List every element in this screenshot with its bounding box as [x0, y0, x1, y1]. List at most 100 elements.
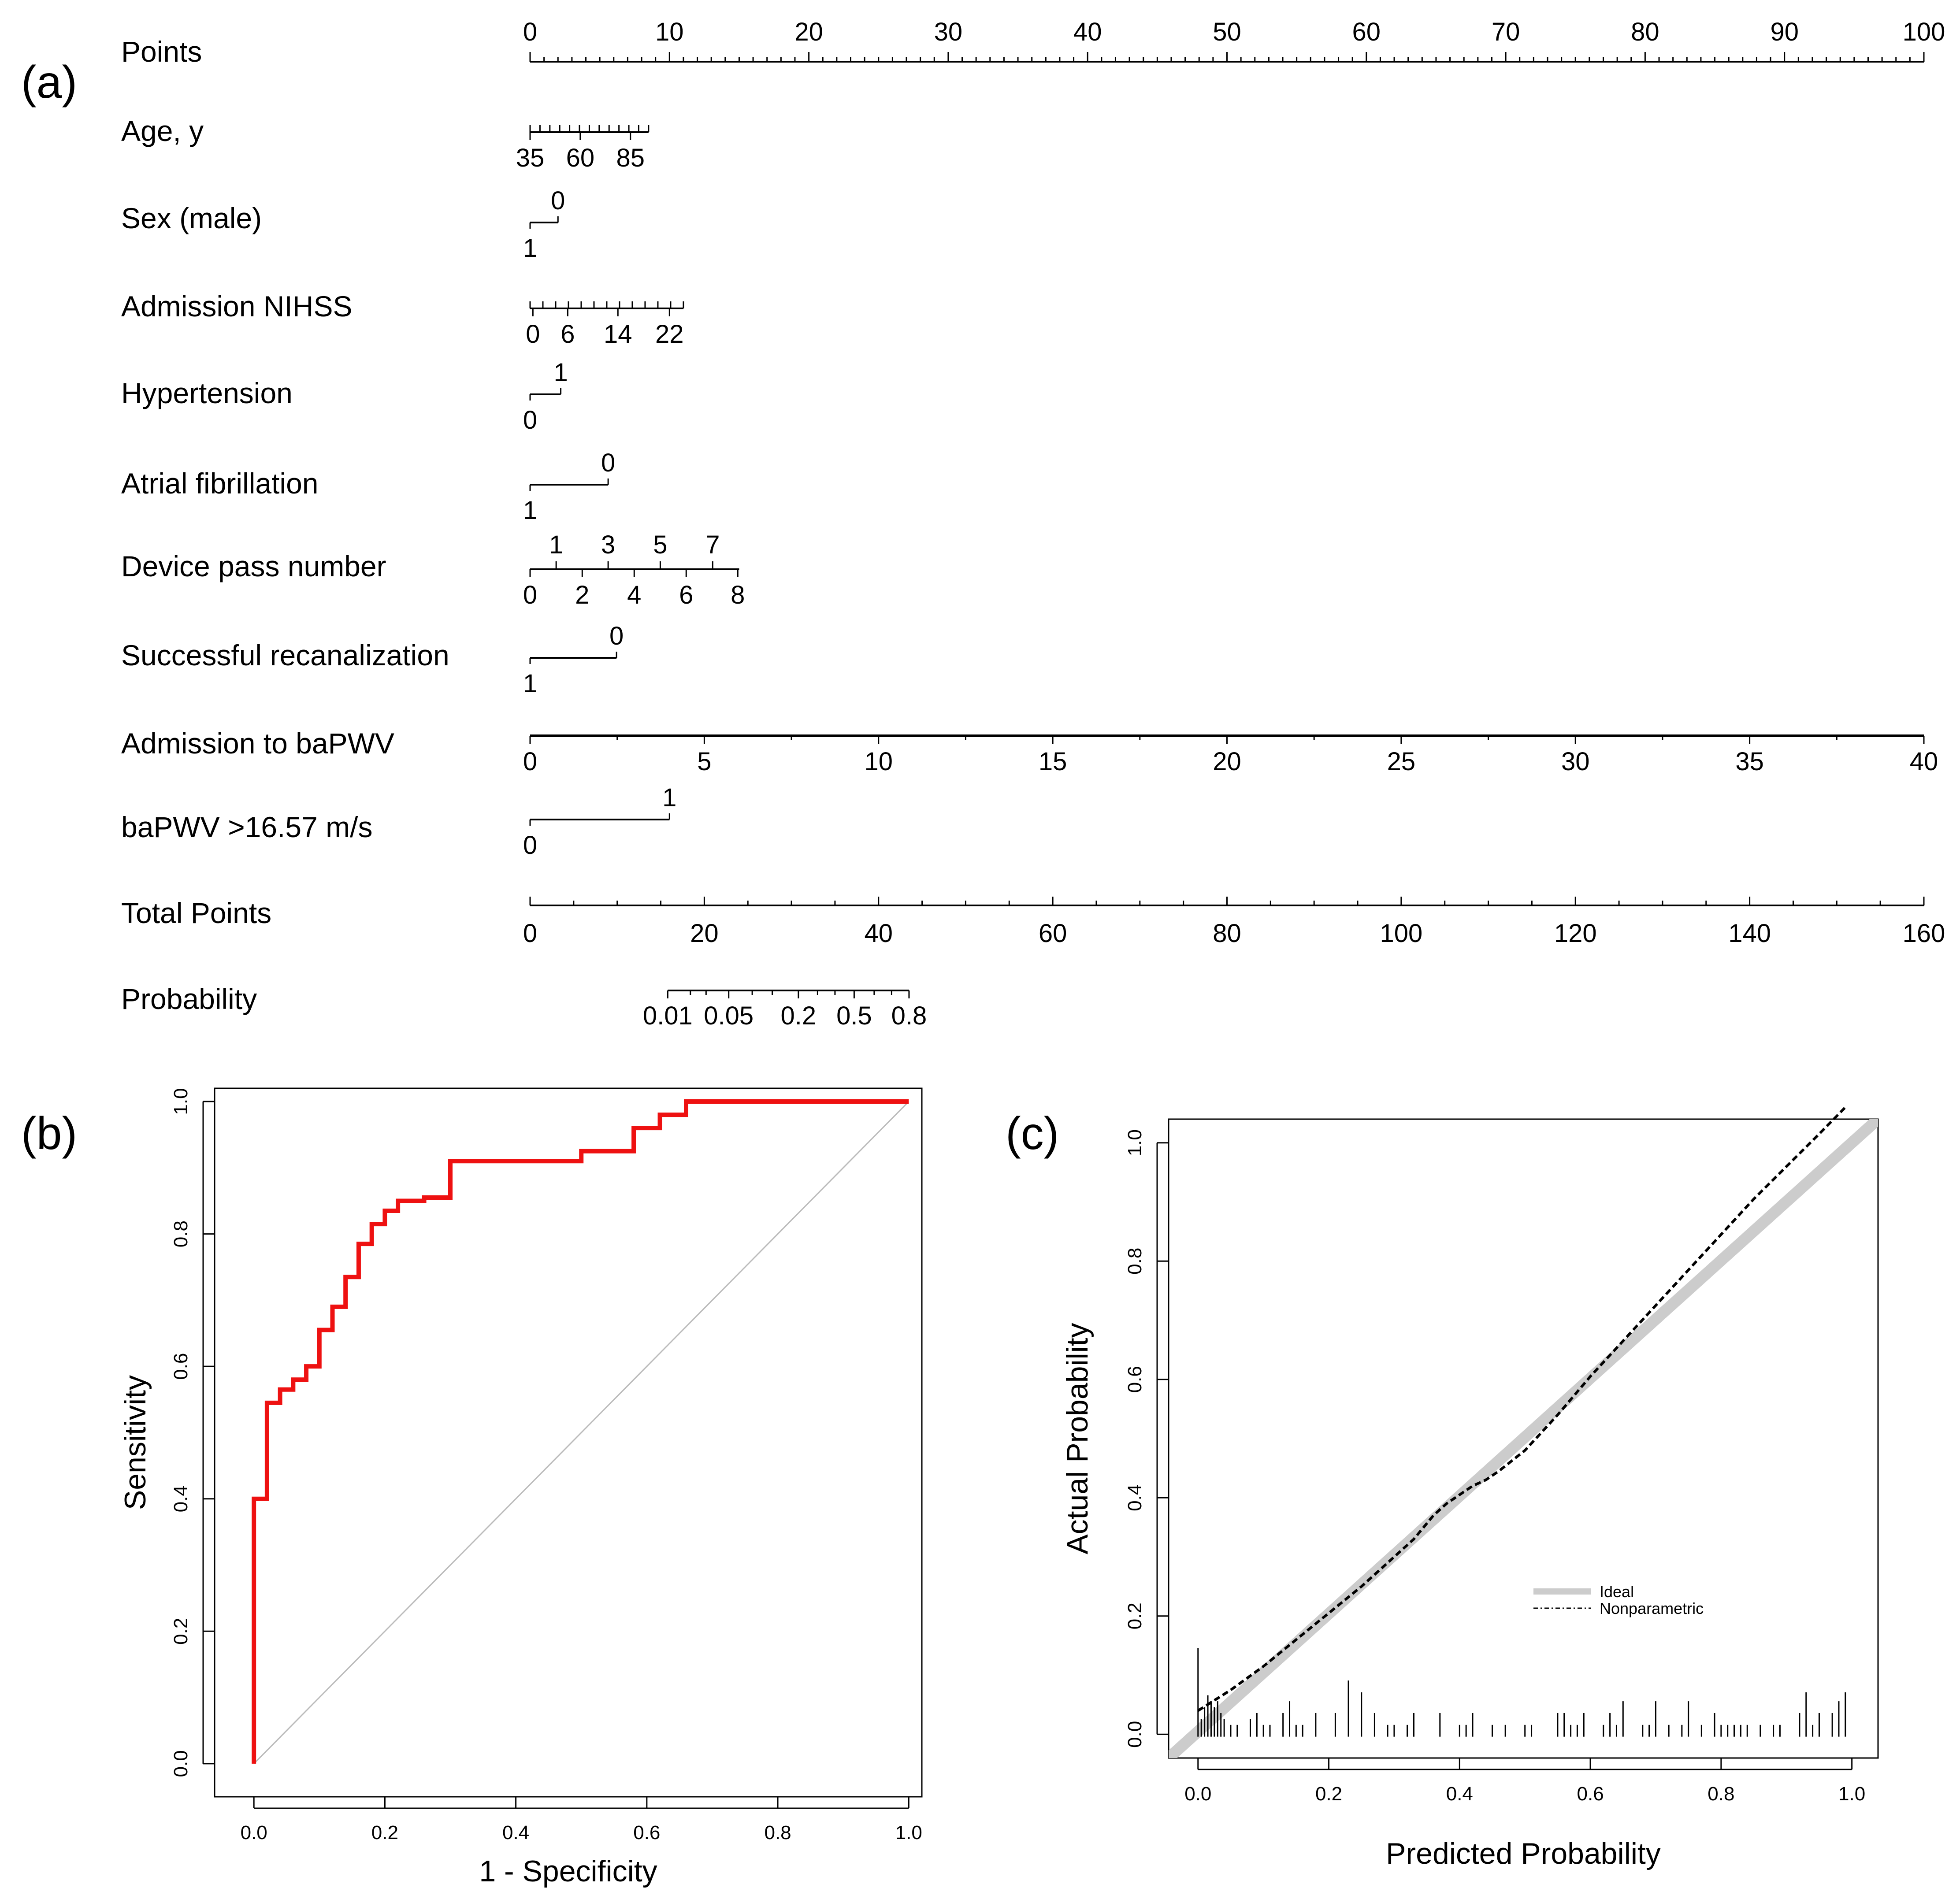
variable-level-label: 0 [551, 186, 565, 215]
x-axis-tick-label: 0.8 [764, 1822, 791, 1843]
variable-tick-label: 4 [627, 581, 641, 609]
variable-label: Admission to baPWV [121, 727, 394, 760]
points-axis-tick-label: 20 [794, 18, 823, 46]
y-axis-tick-label: 0.6 [1124, 1366, 1146, 1393]
total-points-tick-label: 100 [1380, 919, 1422, 948]
x-axis-tick-label: 0.2 [371, 1822, 398, 1843]
y-axis-tick-label: 0.8 [1124, 1248, 1146, 1275]
variable-level-label: 0 [523, 831, 537, 860]
probability-tick-label: 0.2 [781, 1001, 817, 1030]
variable-tick-label: 35 [516, 144, 545, 172]
points-axis-tick-label: 70 [1492, 18, 1520, 46]
variable-label: Sex (male) [121, 202, 262, 234]
variable-tick-label: 2 [575, 581, 589, 609]
calibration-panel: 0.0 0.2 0.4 0.6 0.8 1.0 0.0 0.2 0.4 0.6 0.8 1.0 Pred… [1061, 1106, 1879, 1870]
y-axis-tick-label: 1.0 [170, 1088, 192, 1115]
x-axis-tick-label: 0.4 [1446, 1783, 1473, 1805]
variable-tick-label: 40 [1910, 747, 1938, 776]
total-points-tick-label: 120 [1554, 919, 1597, 948]
variable-level-label: 0 [523, 406, 537, 434]
panel-label-b: (b) [21, 1108, 77, 1159]
variable-tick-label: 60 [566, 144, 595, 172]
x-axis-label: 1 - Specificity [479, 1854, 657, 1888]
panel-label-a: (a) [21, 57, 77, 108]
points-axis-tick-label: 30 [934, 18, 963, 46]
variable-label: baPWV >16.57 m/s [121, 811, 372, 843]
x-axis-tick-label: 1.0 [1838, 1783, 1865, 1805]
variable-label: Age, y [121, 115, 204, 147]
variable-label: Device pass number [121, 550, 386, 582]
nonparametric-curve-line [1197, 1106, 1846, 1712]
total-points-tick-label: 60 [1039, 919, 1067, 948]
legend-nonparametric-label: Nonparametric [1600, 1599, 1704, 1617]
variable-tick-label: 0 [523, 747, 537, 776]
probability-tick-label: 0.05 [704, 1001, 754, 1030]
y-axis-tick-label: 0.8 [170, 1220, 192, 1247]
points-axis-tick-label: 100 [1903, 18, 1945, 46]
y-axis-label: Actual Probability [1061, 1323, 1094, 1554]
roc-curve-line [252, 1099, 909, 1764]
x-axis-tick-label: 1.0 [895, 1822, 922, 1843]
probability-tick-label: 0.01 [643, 1001, 693, 1030]
total-points-tick-label: 40 [864, 919, 893, 948]
variable-tick-label: 8 [731, 581, 745, 609]
variable-tick-label: 25 [1387, 747, 1416, 776]
variable-tick-label: 0 [523, 581, 537, 609]
x-axis-label: Predicted Probability [1386, 1837, 1661, 1870]
y-axis-tick-label: 0.2 [1124, 1602, 1146, 1629]
reference-diagonal-line [253, 1101, 909, 1764]
y-axis-tick-label: 0.6 [170, 1353, 192, 1380]
variable-level-label: 1 [662, 783, 676, 812]
points-axis-tick-label: 10 [655, 18, 684, 46]
total-points-tick-label: 140 [1728, 919, 1771, 948]
total-points-tick-label: 20 [690, 919, 719, 948]
variable-tick-label: 3 [601, 530, 615, 559]
variable-level-label: 1 [523, 234, 537, 263]
points-axis-tick-label: 40 [1073, 18, 1102, 46]
variable-level-label: 0 [601, 449, 615, 477]
variable-tick-label: 5 [697, 747, 711, 776]
probability-tick-label: 0.8 [891, 1001, 927, 1030]
points-axis-tick-label: 50 [1213, 18, 1241, 46]
x-axis-tick-label: 0.8 [1708, 1783, 1734, 1805]
points-axis-label: Points [121, 35, 202, 68]
probability-label: Probability [121, 983, 257, 1015]
x-axis-tick-label: 0.6 [633, 1822, 660, 1843]
x-axis-tick-label: 0.6 [1577, 1783, 1604, 1805]
y-axis-tick-label: 0.4 [1124, 1484, 1146, 1511]
points-axis-tick-label: 60 [1352, 18, 1381, 46]
legend-ideal-label: Ideal [1600, 1583, 1634, 1601]
variable-label: Hypertension [121, 377, 293, 409]
y-axis-label: Sensitivity [119, 1375, 152, 1510]
variable-tick-label: 7 [705, 530, 720, 559]
y-axis-tick-label: 1.0 [1124, 1129, 1146, 1156]
variable-tick-label: 0 [526, 320, 540, 349]
variable-level-label: 1 [553, 358, 568, 387]
y-axis-tick-label: 0.0 [1124, 1721, 1146, 1748]
variable-label: Successful recanalization [121, 639, 449, 671]
variable-tick-label: 1 [549, 530, 563, 559]
plot-frame [214, 1087, 923, 1798]
variable-tick-label: 85 [616, 144, 645, 172]
variable-tick-label: 5 [653, 530, 667, 559]
variable-tick-label: 6 [679, 581, 693, 609]
points-axis-tick-label: 0 [523, 18, 537, 46]
variable-tick-label: 14 [604, 320, 632, 349]
x-axis-tick-label: 0.2 [1315, 1783, 1342, 1805]
variable-tick-label: 15 [1039, 747, 1067, 776]
variable-level-label: 0 [609, 622, 624, 650]
variable-label: Admission NIHSS [121, 290, 353, 323]
ideal-line [1169, 1119, 1878, 1758]
y-axis-tick-label: 0.4 [170, 1485, 192, 1512]
points-axis-tick-label: 90 [1770, 18, 1799, 46]
variable-tick-label: 10 [864, 747, 893, 776]
variable-tick-label: 20 [1213, 747, 1241, 776]
x-axis-tick-label: 0.0 [241, 1822, 267, 1843]
total-points-tick-label: 0 [523, 919, 537, 948]
roc-panel: 0.0 0.2 0.4 0.6 0.8 1.0 0.0 0.2 0.4 0.6 0.8 1.0 1 - … [119, 1087, 923, 1888]
variable-level-label: 1 [523, 496, 537, 525]
x-axis-tick-label: 0.4 [502, 1822, 529, 1843]
panel-label-c: (c) [1006, 1108, 1059, 1159]
